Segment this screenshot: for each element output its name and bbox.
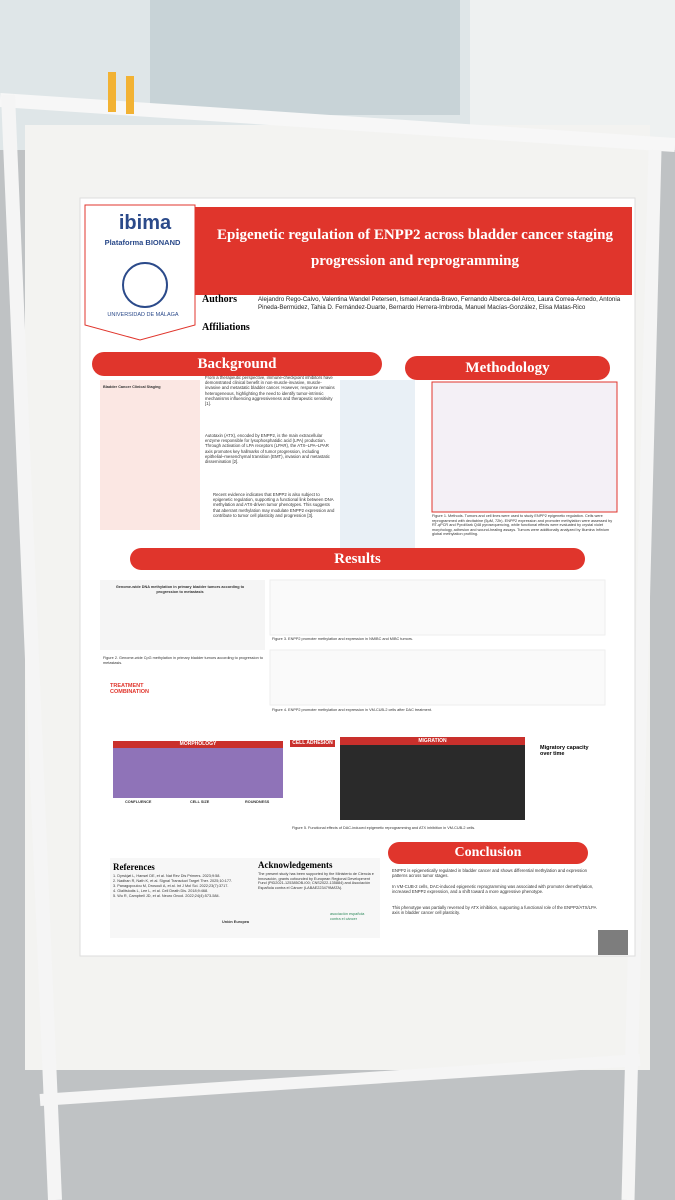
panel-label: CELL ADHESION xyxy=(290,740,335,747)
paragraph: The present study has been supported by … xyxy=(258,872,374,890)
figure-title: Genome-wide DNA methylation in primary b… xyxy=(115,585,245,594)
figure-placeholder xyxy=(340,380,415,550)
logo-text: asociación española contra el cáncer xyxy=(330,912,365,921)
bracket xyxy=(598,930,628,955)
reference: 4. Gialitsiodis L, Lee L, et al. Cell De… xyxy=(113,889,209,893)
paragraph: Recent evidence indicates that ENPP2 is … xyxy=(213,492,335,518)
paragraph: Autotaxin (ATX), encoded by ENPP2, is th… xyxy=(205,433,330,465)
migration-images xyxy=(340,745,525,820)
reference: 1. Dyrskjøt L, Hansel DE, et al. Nat Rev… xyxy=(113,874,221,878)
clip xyxy=(126,76,134,114)
poster-title: Epigenetic regulation of ENPP2 across bl… xyxy=(217,227,613,269)
caption: Figure 1. Methods. Tumors and cell lines… xyxy=(432,514,613,537)
section-heading: References xyxy=(113,862,155,872)
panel-label: MORPHOLOGY xyxy=(113,741,283,748)
section-heading: Methodology xyxy=(405,356,610,380)
figure-placeholder xyxy=(100,380,200,530)
panel-label: CONFLUENCE xyxy=(125,800,152,804)
affiliations-label: Affiliations xyxy=(202,322,250,333)
authors-label: Authors xyxy=(202,294,238,305)
panel-label: ROUNDNESS xyxy=(245,800,270,804)
bullet: This phenotype was partially reversed by… xyxy=(392,905,597,916)
university: UNIVERSIDAD DE MÁLAGA xyxy=(107,312,179,318)
section-heading: Acknowledgements xyxy=(258,860,333,870)
figure-placeholder xyxy=(431,381,618,513)
reference: 3. Panagopoulou M, Drosouli A, et al. In… xyxy=(113,884,229,888)
figure-placeholder xyxy=(269,649,606,706)
chart-title: Migratory capacity over time xyxy=(540,745,589,757)
caption: Figure 5. Functional effects of DAC-indu… xyxy=(292,826,476,830)
label: TREATMENT COMBINATION xyxy=(110,683,150,695)
pipe xyxy=(39,1054,641,1106)
authors: Alejandro Rego-Calvo, Valentina Wandel P… xyxy=(258,296,621,311)
university-seal xyxy=(122,262,168,308)
caption: Figure 3. ENPP2 promoter methylation and… xyxy=(272,637,413,641)
footer-box xyxy=(110,858,380,938)
panel-label: CELL SIZE xyxy=(190,800,210,804)
figure-placeholder xyxy=(269,579,606,636)
logo-text: ibima xyxy=(118,212,172,234)
section-heading: Background xyxy=(92,352,382,376)
figure-label: Bladder Cancer Clinical Staging xyxy=(103,385,161,389)
logo-text: Unión Europea xyxy=(222,920,250,924)
micrograph xyxy=(113,748,283,798)
bullet: In VM-CUB-2 cells, DAC-induced epigeneti… xyxy=(392,884,594,895)
section-heading: Conclusion xyxy=(388,842,588,864)
figure-placeholder xyxy=(100,580,265,650)
pipe xyxy=(1,94,62,1200)
wall-panel xyxy=(470,0,675,140)
caption: Figure 4. ENPP2 promoter methylation and… xyxy=(272,708,432,712)
window xyxy=(150,0,460,115)
reference: 5. Wu R, Campbell JD, et al. Neuro Oncol… xyxy=(113,894,220,898)
panel-label: MIGRATION xyxy=(340,737,525,745)
caption: Figure 2. Genome-wide CpG methylation in… xyxy=(103,656,263,665)
bullet: ENPP2 is epigenetically regulated in bla… xyxy=(392,868,588,879)
paragraph: From a therapeutic perspective, immune-c… xyxy=(205,375,335,407)
reference: 2. Nadhan R, Nath K, et al. Signal Trans… xyxy=(113,879,233,883)
title-bar xyxy=(195,207,632,295)
pipe xyxy=(621,149,662,1200)
platform: Plataforma BIONAND xyxy=(104,238,181,247)
clip xyxy=(108,72,116,112)
section-heading: Results xyxy=(130,548,585,570)
